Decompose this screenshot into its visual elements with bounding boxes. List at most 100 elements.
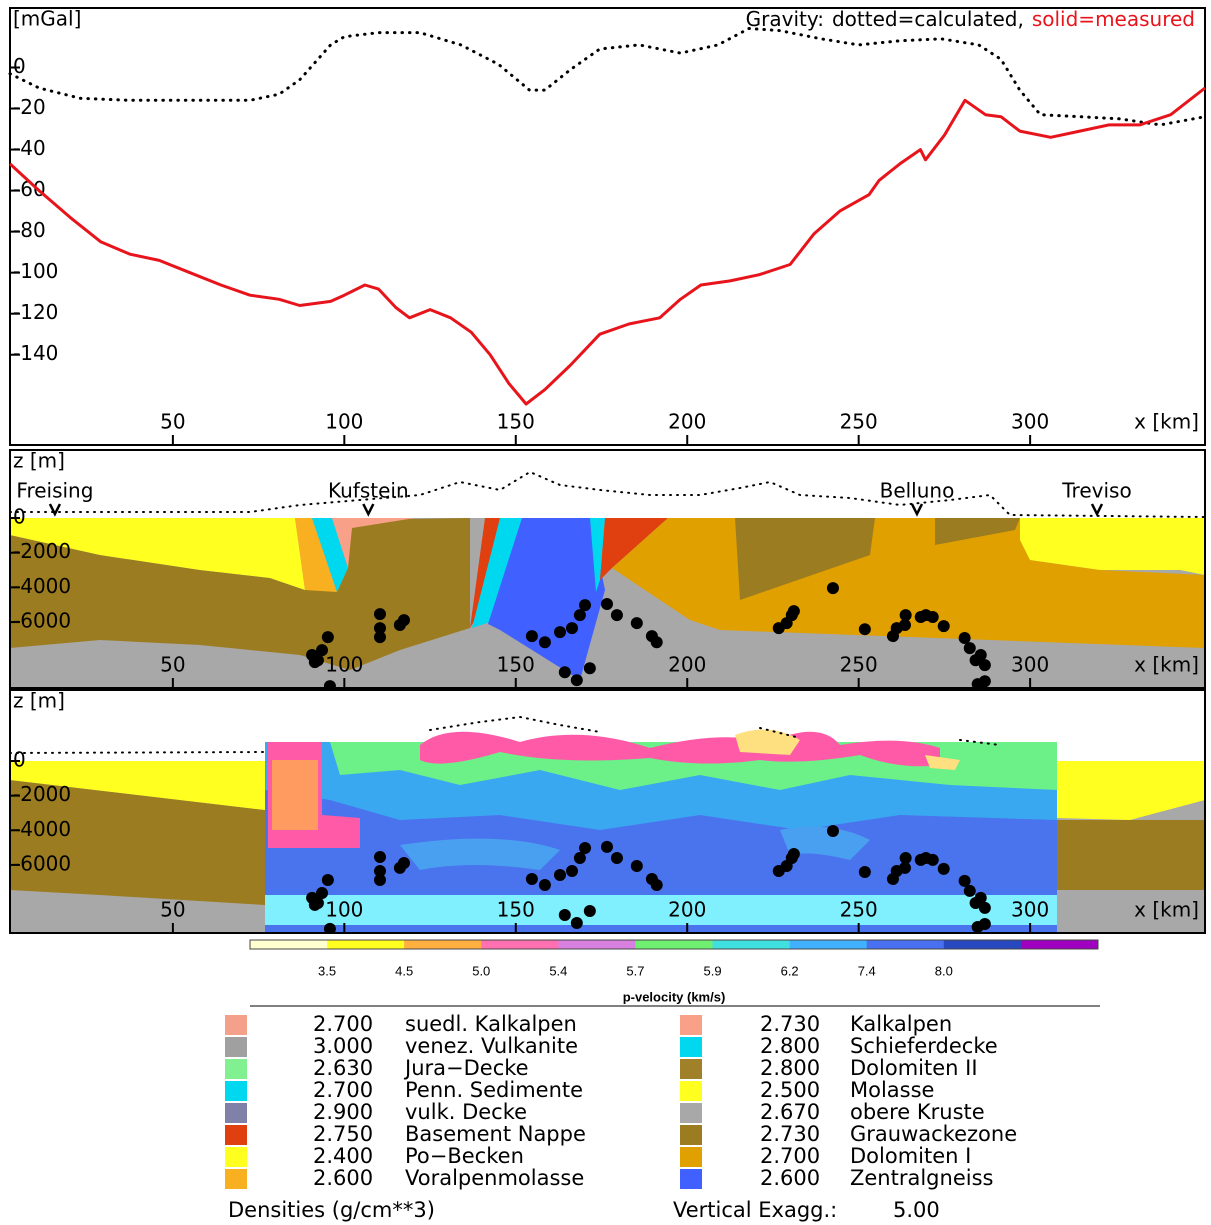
hypocenter [558, 908, 571, 921]
legend-name: Zentralgneiss [850, 1166, 993, 1190]
y-tick-label: -4000 [13, 574, 71, 598]
x-tick-label: 150 [497, 898, 535, 922]
colorbar-label: 5.0 [472, 963, 490, 978]
location-label: Freising [16, 479, 93, 503]
legend-name: Dolomiten II [850, 1056, 978, 1080]
y-tick-label: -40 [13, 136, 46, 160]
hypocenter [373, 850, 386, 863]
legend-swatch [225, 1015, 247, 1035]
legend-name: Penn. Sedimente [405, 1078, 583, 1102]
hypocenters [306, 824, 991, 933]
hypocenter [826, 582, 839, 595]
hypocenter [899, 609, 912, 622]
x-tick-label: 100 [325, 898, 363, 922]
legend-swatch [680, 1059, 702, 1079]
hypocenter [826, 824, 839, 837]
hypocenter [323, 922, 336, 933]
colorbar-swatch [481, 940, 559, 949]
hypocenter [583, 662, 596, 675]
hypocenter [974, 649, 987, 662]
hypocenter [579, 841, 592, 854]
hypocenter [373, 631, 386, 644]
x-axis-label: x [km] [1134, 653, 1199, 677]
hypocenter [926, 611, 939, 624]
colorbar-swatch [866, 940, 945, 949]
legend-title: Gravity: [746, 7, 824, 31]
hypocenter [373, 874, 386, 887]
hypocenter [316, 886, 329, 899]
hypocenter [321, 631, 334, 644]
legend: Gravity: dotted=calculated, solid=measured [746, 7, 1195, 31]
hypocenter [858, 623, 871, 636]
legend-name: suedl. Kalkalpen [405, 1012, 577, 1036]
colorbar-frame [249, 939, 1099, 950]
hypocenter [963, 642, 976, 655]
y-tick-label: -2000 [13, 782, 71, 806]
x-tick-label: 200 [668, 410, 706, 434]
legend-name: Voralpenmolasse [405, 1166, 584, 1190]
legend-swatch [225, 1037, 247, 1057]
hypocenter [373, 864, 386, 877]
legend-density: 2.700 [313, 1078, 373, 1102]
y-tick-label: -140 [13, 341, 58, 365]
x-tick-label: 250 [840, 898, 878, 922]
hypocenter [373, 622, 386, 635]
colorbar-swatch [789, 940, 868, 949]
legend-name: Molasse [850, 1078, 934, 1102]
x-tick-label: 50 [160, 898, 185, 922]
legend-density: 2.750 [313, 1122, 373, 1146]
colorbar-swatch [943, 940, 1022, 949]
hypocenter [926, 853, 939, 866]
legend-density: 2.600 [760, 1166, 820, 1190]
location-label: Kufstein [328, 479, 409, 503]
hypocenter [308, 898, 321, 911]
x-tick-label: 50 [160, 410, 185, 434]
colorbar-label: 7.4 [858, 963, 876, 978]
hypocenter [570, 916, 583, 929]
hypocenter [538, 879, 551, 892]
location-label: Treviso [1061, 479, 1131, 503]
legend-density: 2.630 [313, 1056, 373, 1080]
y-tick-label: -6000 [13, 609, 71, 633]
legend-swatch [225, 1169, 247, 1189]
colorbar-swatch [250, 940, 328, 949]
panel-frame [9, 449, 1206, 689]
y-axis-label: [mGal] [13, 7, 81, 31]
colorbar-swatch [635, 940, 714, 949]
colorbar-label: 4.5 [395, 963, 413, 978]
hypocenter [974, 891, 987, 904]
y-tick-label: -4000 [13, 817, 71, 841]
legend-density: 3.000 [313, 1034, 373, 1058]
hypocenter [538, 636, 551, 649]
colorbar-label: 8.0 [935, 963, 953, 978]
y-axis-label: z [m] [13, 689, 65, 713]
legend-swatch [680, 1103, 702, 1123]
location-label: Belluno [880, 479, 955, 503]
legend-name: Schieferdecke [850, 1034, 998, 1058]
hypocenter [525, 872, 538, 885]
y-tick-label: 0 [13, 748, 26, 772]
legend-swatch [225, 1125, 247, 1145]
hypocenter [630, 859, 643, 872]
hypocenter [554, 626, 567, 639]
hypocenter [583, 905, 596, 918]
hypocenters [306, 582, 991, 688]
hypocenter [978, 917, 991, 930]
legend-name: Po−Becken [405, 1144, 524, 1168]
x-tick-label: 300 [1011, 898, 1049, 922]
legend-name: Kalkalpen [850, 1012, 952, 1036]
y-tick-label: 0 [13, 54, 26, 78]
y-axis-label: z [m] [13, 449, 65, 473]
hypocenter [573, 609, 586, 622]
legend-swatch [680, 1147, 702, 1167]
location-marker [910, 503, 924, 517]
legend-name: obere Kruste [850, 1100, 985, 1124]
hypocenter [397, 857, 410, 870]
hypocenter [978, 901, 991, 914]
hypocenter [937, 862, 950, 875]
legend-density: 2.900 [313, 1100, 373, 1124]
colorbar-title: p-velocity (km/s) [623, 989, 726, 1004]
legend-name: Basement Nappe [405, 1122, 586, 1146]
hypocenter [558, 666, 571, 679]
